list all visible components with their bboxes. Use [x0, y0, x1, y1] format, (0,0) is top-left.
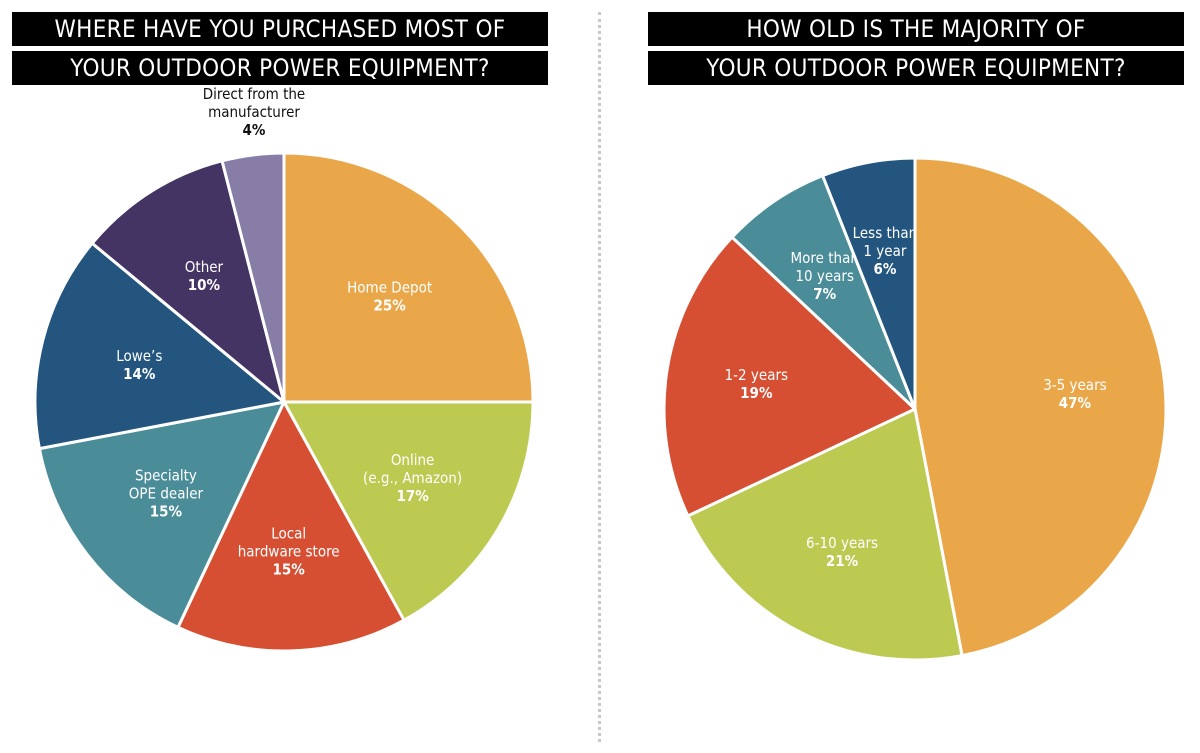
slice-value-label: 21% [826, 552, 859, 570]
pie-slice [662, 235, 917, 518]
pie-slice [176, 400, 406, 653]
slice-label-line: Lowe’s [116, 347, 162, 365]
slice-label: Lowe’s 14% [116, 347, 162, 383]
pie-slice [730, 174, 917, 411]
slice-label-line: (e.g., Amazon) [363, 469, 462, 487]
slice-label-line: 1-2 years [725, 366, 788, 384]
slice-label-line: 1 year [863, 242, 906, 260]
slice-label: Direct from the manufacturer 4% [203, 85, 305, 139]
slice-label-line: hardware store [238, 542, 340, 560]
slice-value-label: 15% [273, 560, 306, 578]
slice-label: Other 10% [185, 258, 224, 294]
slice-value-label: 10% [188, 276, 221, 294]
slice-label: 6-10 years 21% [806, 534, 878, 570]
slice-value-label: 15% [150, 503, 183, 521]
slice-value-label: 6% [873, 260, 896, 278]
slice-label-line: Direct from the [203, 85, 305, 103]
slice-value-label: 25% [373, 296, 406, 314]
pie-slice [686, 407, 964, 662]
slice-label: Home Depot 25% [347, 278, 432, 314]
slice-value-label: 17% [396, 487, 429, 505]
slice-label-line: Less than [853, 224, 918, 242]
slice-label-line: Other [185, 258, 224, 276]
pie-slice [913, 156, 1168, 658]
chart-title-line-1: WHERE HAVE YOU PURCHASED MOST OF [12, 12, 548, 46]
slice-value-label: 47% [1059, 394, 1092, 412]
slice-value-label: 4% [243, 121, 266, 139]
pie-chart-equipment-age: 3-5 years 47% 6-10 years 21% 1-2 years 19% Mor… [662, 156, 1168, 662]
pie-slice [821, 156, 917, 411]
pie-slice [220, 151, 286, 404]
slice-label: Online (e.g., Amazon) 17% [363, 451, 462, 505]
slice-value-label: 7% [813, 285, 836, 303]
slice-value-label: 14% [123, 365, 156, 383]
slice-label-line: Local [271, 524, 306, 542]
chart-title-line-1: HOW OLD IS THE MAJORITY OF [648, 12, 1184, 46]
slice-label-line: 3-5 years [1043, 376, 1106, 394]
slice-label-line: manufacturer [208, 103, 300, 121]
slice-label: 3-5 years 47% [1043, 376, 1106, 412]
slice-label-line: More than [791, 249, 859, 267]
chart-equipment-age: HOW OLD IS THE MAJORITY OF YOUR OUTDOOR … [610, 0, 1200, 753]
pie-slice [282, 151, 535, 404]
divider [598, 12, 601, 742]
pie-slice [33, 241, 286, 451]
chart-purchase-location: WHERE HAVE YOU PURCHASED MOST OF YOUR OU… [0, 0, 590, 753]
pie-chart-purchase-location: Home Depot 25% Online (e.g., Amazon) 17% Loca… [33, 85, 535, 653]
slice-label: 1-2 years 19% [725, 366, 788, 402]
pie-slice [282, 400, 535, 622]
slice-value-label: 19% [740, 384, 773, 402]
slice-label-line: Online [391, 451, 435, 469]
slice-label: Less than 1 year 6% [853, 224, 918, 278]
slice-label-line: Specialty [135, 467, 197, 485]
slice-label-line: OPE dealer [129, 485, 204, 503]
slice-label-line: Home Depot [347, 278, 432, 296]
slice-label: More than 10 years 7% [791, 249, 859, 303]
chart-title-line-2: YOUR OUTDOOR POWER EQUIPMENT? [12, 51, 548, 85]
pie-slice [37, 400, 286, 629]
slice-label-line: 6-10 years [806, 534, 878, 552]
slice-label: Specialty OPE dealer 15% [129, 467, 204, 521]
chart-title-line-2: YOUR OUTDOOR POWER EQUIPMENT? [648, 51, 1184, 85]
slice-label: Local hardware store 15% [238, 524, 340, 578]
slice-label-line: 10 years [795, 267, 854, 285]
